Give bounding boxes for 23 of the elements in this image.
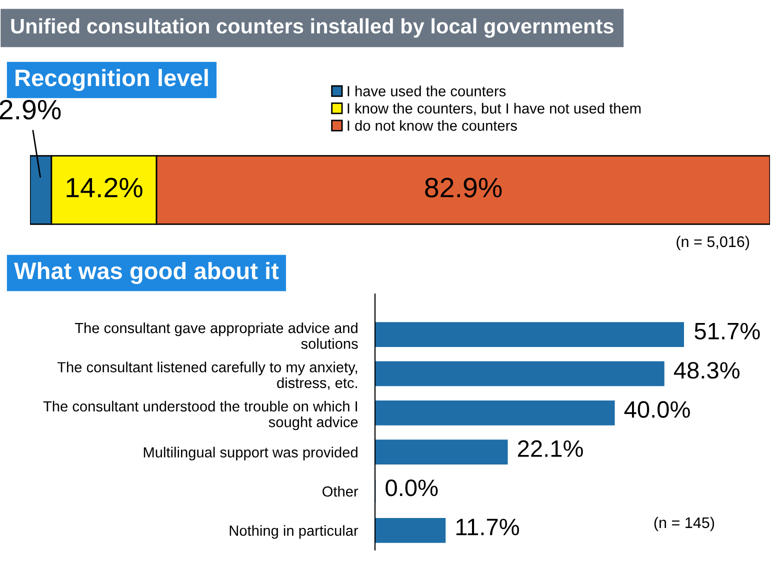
y-tick-label: The consultant understood the trouble on which I sought advice	[43, 400, 358, 430]
y-tick-label: Nothing in particular	[230, 525, 358, 539]
data-label: 40.0%	[624, 401, 690, 418]
text: What was good about it	[14, 262, 279, 284]
y-tick-label: The consultant listened carefully to my anxiety, distress, etc.	[57, 362, 358, 390]
data-label: 0.0%	[386, 479, 438, 496]
data-label: 51.7%	[694, 322, 760, 340]
text: (n = 5,016)	[676, 236, 750, 250]
y-tick-label: Multilingual support was provided	[144, 446, 358, 460]
legend-label: I have used the counters	[348, 86, 506, 96]
legend-label: I know the counters, but I have not used them	[348, 102, 641, 116]
data-label: 22.1%	[518, 440, 583, 457]
chart-subtitle: Recognition level	[16, 68, 208, 92]
data-label: 14.2%	[66, 178, 142, 198]
data-label: 82.9%	[425, 178, 502, 198]
y-tick-label: Other	[322, 486, 358, 497]
data-label: 48.3%	[674, 362, 740, 379]
legend-label: I do not know the counters	[348, 120, 517, 131]
chart-title: Unified consultation counters installed by local governments	[11, 18, 614, 38]
y-tick-label: The consultant gave appropriate advice and solutions	[74, 322, 358, 349]
data-label: 2.9%	[0, 100, 61, 120]
data-label: 11.7%	[456, 518, 520, 536]
annotation: (n = 145)	[654, 516, 714, 532]
